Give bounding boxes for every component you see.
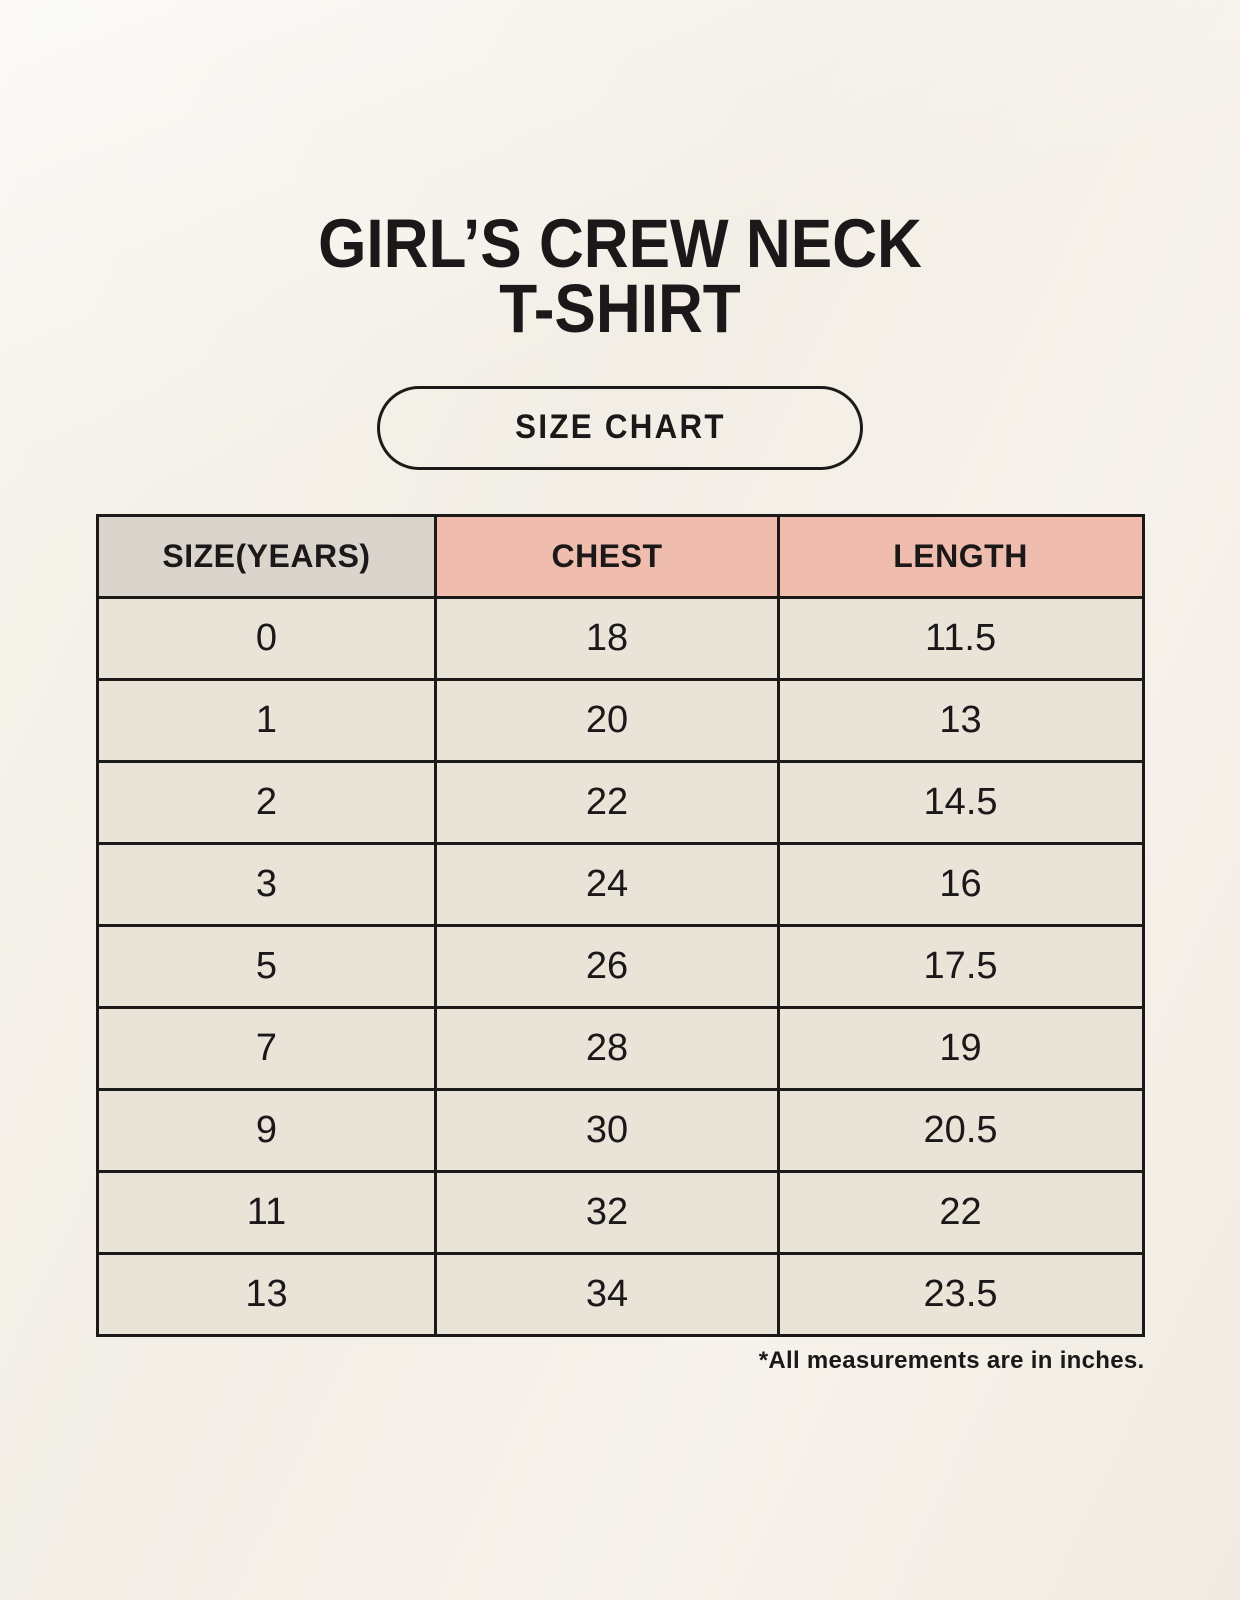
size-cell: 13 — [95, 1251, 438, 1337]
length-cell: 23.5 — [776, 1251, 1145, 1337]
size-cell: 3 — [95, 841, 438, 927]
size-cell: 5 — [95, 923, 438, 1009]
chest-cell: 20 — [434, 677, 780, 763]
table-row: 11 32 22 — [95, 1169, 1145, 1255]
size-cell: 11 — [95, 1169, 438, 1255]
size-chart-badge: SIZE CHART — [377, 385, 863, 470]
length-cell: 17.5 — [776, 923, 1145, 1009]
size-cell: 9 — [95, 1087, 438, 1173]
table-row: 9 30 20.5 — [95, 1087, 1145, 1173]
table-header-row: SIZE(YEARS) CHEST LENGTH — [95, 513, 1145, 599]
table-row: 5 26 17.5 — [95, 923, 1145, 1009]
table-row: 13 34 23.5 — [95, 1251, 1145, 1337]
measurement-unit-footnote: *All measurements are in inches. — [758, 1346, 1145, 1374]
chest-cell: 26 — [434, 923, 780, 1009]
table-row: 3 24 16 — [95, 841, 1145, 927]
chest-cell: 18 — [434, 595, 780, 681]
size-cell: 1 — [95, 677, 438, 763]
length-cell: 19 — [776, 1005, 1145, 1091]
chest-cell: 32 — [434, 1169, 780, 1255]
table-row: 0 18 11.5 — [95, 595, 1145, 681]
column-header-chest: CHEST — [434, 513, 780, 599]
size-chart-badge-label: SIZE CHART — [514, 408, 726, 447]
chest-cell: 34 — [434, 1251, 780, 1337]
size-cell: 7 — [95, 1005, 438, 1091]
column-header-length: LENGTH — [776, 513, 1145, 599]
product-title-line2: T-SHIRT — [499, 269, 741, 347]
length-cell: 20.5 — [776, 1087, 1145, 1173]
chest-cell: 24 — [434, 841, 780, 927]
product-title: GIRL’S CREW NECK T-SHIRT — [62, 0, 1178, 347]
table-row: 1 20 13 — [95, 677, 1145, 763]
length-cell: 22 — [776, 1169, 1145, 1255]
length-cell: 13 — [776, 677, 1145, 763]
chest-cell: 28 — [434, 1005, 780, 1091]
table-body: 0 18 11.5 1 20 13 2 22 14.5 3 24 16 5 26 17.5 7 28 19 9 30 2… — [95, 595, 1145, 1337]
table-row: 7 28 19 — [95, 1005, 1145, 1091]
chest-cell: 30 — [434, 1087, 780, 1173]
size-chart-table: SIZE(YEARS) CHEST LENGTH 0 18 11.5 1 20 13 2 22… — [95, 513, 1145, 1337]
length-cell: 16 — [776, 841, 1145, 927]
product-title-line1: GIRL’S CREW NECK — [318, 205, 922, 282]
size-cell: 0 — [95, 595, 438, 681]
length-cell: 11.5 — [776, 595, 1145, 681]
length-cell: 14.5 — [776, 759, 1145, 845]
chest-cell: 22 — [434, 759, 780, 845]
size-cell: 2 — [95, 759, 438, 845]
column-header-size-years: SIZE(YEARS) — [95, 513, 438, 599]
table-row: 2 22 14.5 — [95, 759, 1145, 845]
